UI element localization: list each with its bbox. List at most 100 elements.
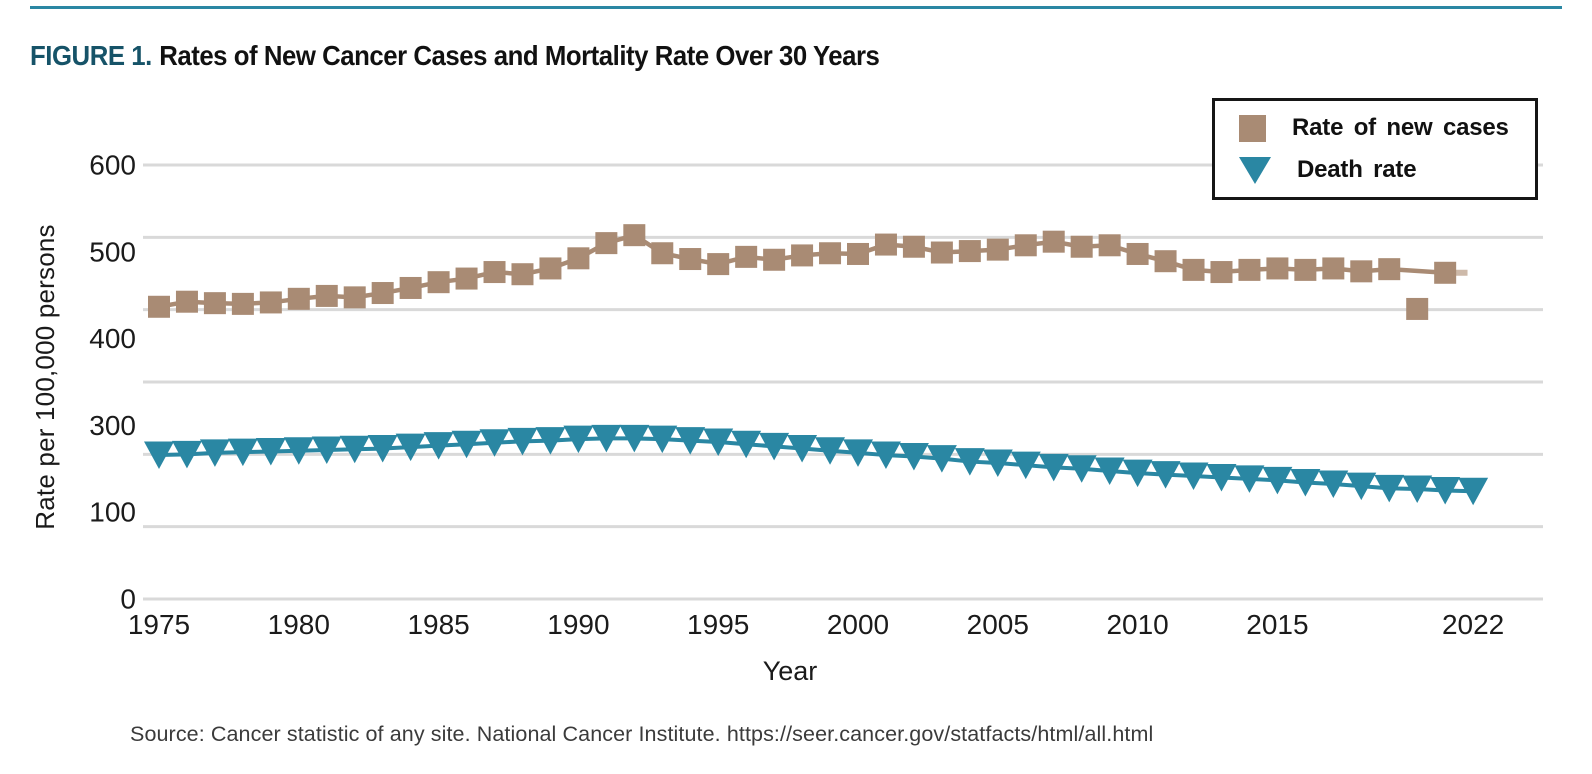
top-accent-rule bbox=[30, 6, 1562, 9]
new-cases-marker bbox=[1266, 257, 1289, 280]
death-rate-marker bbox=[759, 432, 790, 461]
new-cases-marker bbox=[651, 242, 674, 265]
death-rate-marker bbox=[367, 435, 398, 463]
new-cases-marker bbox=[763, 248, 786, 271]
death-rate-marker bbox=[563, 425, 594, 454]
death-rate-marker bbox=[1206, 463, 1237, 492]
death-rate-triangle-icon bbox=[1239, 156, 1271, 184]
new-cases-marker bbox=[343, 286, 366, 309]
death-rate-marker bbox=[507, 427, 538, 456]
figure-title: FIGURE 1. Rates of New Cancer Cases and M… bbox=[30, 40, 880, 72]
death-rate-marker bbox=[787, 435, 818, 463]
death-rate-marker bbox=[199, 439, 230, 467]
death-rate-marker bbox=[144, 441, 174, 470]
new-cases-marker bbox=[567, 247, 590, 270]
new-cases-marker bbox=[259, 291, 282, 314]
death-rate-marker bbox=[1122, 459, 1153, 488]
death-rate-marker bbox=[1346, 472, 1377, 501]
new-cases-marker bbox=[371, 282, 394, 305]
death-rate-marker bbox=[815, 437, 846, 465]
new-cases-marker bbox=[1434, 261, 1457, 284]
new-cases-marker bbox=[1294, 258, 1317, 281]
death-rate-marker bbox=[395, 433, 426, 462]
new-cases-marker bbox=[1098, 234, 1121, 257]
new-cases-marker bbox=[1154, 250, 1177, 273]
new-cases-marker bbox=[986, 238, 1009, 261]
death-rate-marker bbox=[898, 443, 929, 471]
death-rate-marker bbox=[1318, 470, 1349, 498]
legend-item-death-rate: Death rate bbox=[1239, 153, 1535, 187]
death-rate-marker bbox=[675, 427, 706, 455]
death-rate-marker bbox=[1262, 466, 1293, 495]
new-cases-marker bbox=[595, 232, 618, 255]
new-cases-marker bbox=[1238, 258, 1261, 281]
new-cases-marker bbox=[427, 271, 450, 294]
new-cases-marker bbox=[707, 253, 730, 276]
x-tick-label: 1990 bbox=[547, 609, 609, 640]
new-cases-marker bbox=[1210, 261, 1233, 284]
new-cases-marker bbox=[791, 244, 814, 267]
new-cases-marker bbox=[847, 242, 869, 265]
new-cases-marker bbox=[1322, 257, 1345, 280]
new-cases-marker bbox=[287, 287, 310, 310]
death-rate-marker bbox=[1094, 457, 1125, 485]
death-rate-marker bbox=[591, 424, 622, 453]
new-cases-marker bbox=[231, 292, 254, 315]
death-rate-marker bbox=[1234, 465, 1265, 493]
death-rate-marker bbox=[1290, 469, 1321, 497]
source-citation: Source: Cancer statistic of any site. Na… bbox=[130, 722, 1154, 746]
death-rate-marker bbox=[731, 430, 762, 459]
death-rate-marker bbox=[647, 425, 678, 454]
death-rate-marker bbox=[1178, 462, 1209, 491]
new-cases-marker bbox=[623, 224, 646, 247]
x-tick-label: 1980 bbox=[268, 609, 330, 640]
new-cases-marker bbox=[679, 248, 702, 271]
death-rate-marker bbox=[535, 427, 566, 455]
death-rate-marker bbox=[451, 430, 482, 459]
legend-label-new-cases: Rate of new cases bbox=[1292, 114, 1509, 141]
legend-label-death-rate: Death rate bbox=[1297, 156, 1417, 183]
x-tick-label: 2010 bbox=[1106, 609, 1168, 640]
y-tick-label: 500 bbox=[89, 236, 136, 267]
new-cases-marker bbox=[511, 263, 534, 286]
death-rate-marker bbox=[619, 424, 650, 453]
x-tick-label: 2005 bbox=[967, 609, 1029, 640]
x-tick-label: 1985 bbox=[407, 609, 469, 640]
new-cases-marker bbox=[399, 276, 422, 299]
new-cases-marker bbox=[1350, 260, 1373, 283]
chart-legend: Rate of new cases Death rate bbox=[1212, 98, 1538, 200]
new-cases-marker bbox=[175, 290, 198, 313]
x-tick-label: 2015 bbox=[1246, 609, 1308, 640]
death-rate-marker bbox=[1402, 475, 1433, 504]
death-rate-marker bbox=[1150, 461, 1181, 489]
death-rate-marker bbox=[870, 441, 901, 470]
death-rate-marker bbox=[954, 448, 985, 476]
y-tick-label: 600 bbox=[89, 150, 136, 181]
x-tick-label: 2000 bbox=[827, 609, 889, 640]
new-cases-line bbox=[158, 232, 1446, 309]
new-cases-marker bbox=[902, 235, 925, 258]
death-rate-marker bbox=[1430, 477, 1461, 505]
y-tick-label: 0 bbox=[120, 584, 136, 615]
new-cases-marker bbox=[958, 240, 981, 263]
death-rate-marker bbox=[703, 428, 734, 457]
figure-number-label: FIGURE 1. bbox=[30, 40, 152, 71]
new-cases-marker bbox=[1126, 242, 1149, 265]
new-cases-marker bbox=[1070, 235, 1093, 258]
death-rate-marker bbox=[227, 438, 258, 467]
y-tick-label: 400 bbox=[89, 323, 136, 354]
y-axis-title: Rate per 100,000 persons bbox=[30, 224, 60, 530]
new-cases-marker bbox=[735, 245, 758, 268]
x-tick-label: 2022 bbox=[1442, 609, 1504, 640]
new-cases-marker bbox=[1182, 258, 1205, 281]
new-cases-marker bbox=[1406, 297, 1429, 320]
new-cases-marker bbox=[455, 267, 478, 290]
death-rate-marker bbox=[479, 429, 510, 457]
death-rate-marker bbox=[339, 435, 370, 464]
new-cases-marker bbox=[1378, 258, 1401, 281]
death-rate-marker bbox=[843, 439, 873, 467]
y-tick-label: 300 bbox=[89, 410, 136, 441]
death-rate-marker bbox=[1038, 453, 1069, 482]
legend-item-new-cases: Rate of new cases bbox=[1239, 111, 1535, 145]
death-rate-marker bbox=[255, 437, 286, 466]
